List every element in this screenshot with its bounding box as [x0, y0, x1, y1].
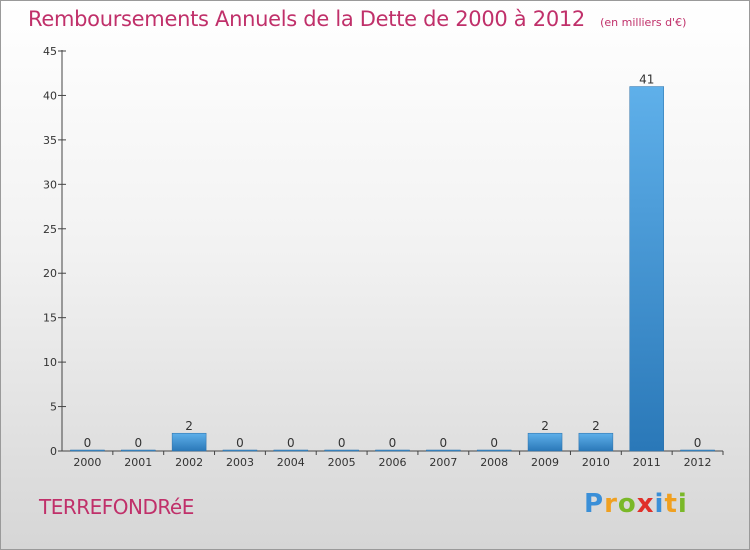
bar	[578, 432, 614, 452]
bar	[273, 449, 309, 452]
data-label: 0	[440, 436, 448, 450]
data-label: 2	[185, 419, 193, 433]
y-tick-label: 45	[43, 45, 57, 58]
x-tick-label: 2004	[277, 456, 305, 469]
logo-letter: i	[654, 489, 665, 519]
chart-title: Remboursements Annuels de la Dette de 20…	[28, 7, 585, 31]
data-label: 0	[287, 436, 295, 450]
x-tick-label: 2005	[328, 456, 356, 469]
bar	[375, 449, 410, 452]
proxiti-logo: Proxiti	[584, 489, 688, 519]
x-tick-label: 2002	[175, 456, 203, 469]
data-label: 0	[338, 436, 346, 450]
x-tick-label: 2000	[73, 456, 101, 469]
bar	[171, 432, 207, 452]
y-tick-label: 20	[43, 267, 57, 280]
data-label: 0	[389, 436, 397, 450]
x-tick-label: 2011	[633, 456, 661, 469]
logo-letter: r	[604, 489, 618, 519]
data-label: 0	[134, 436, 142, 450]
x-tick-label: 2003	[226, 456, 254, 469]
title-row: Remboursements Annuels de la Dette de 20…	[28, 7, 686, 31]
data-label: 2	[541, 419, 549, 433]
bar	[476, 449, 512, 452]
data-labels: 0 0 2 0 0 0 0 0 0 2 2 41 0	[84, 73, 702, 450]
chart-unit: (en milliers d'€)	[600, 16, 687, 29]
y-tick-label: 15	[43, 312, 57, 325]
x-tick-label: 2006	[379, 456, 407, 469]
data-label: 41	[639, 73, 654, 87]
logo-letter: x	[636, 489, 655, 519]
data-label: 0	[236, 436, 244, 450]
x-tick-label: 2001	[124, 456, 152, 469]
y-tick-label: 40	[43, 89, 57, 102]
y-tick-label: 25	[43, 223, 57, 236]
logo-letter: i	[677, 489, 688, 519]
bars	[70, 86, 715, 452]
logo-letter: o	[617, 489, 637, 519]
bar	[121, 449, 156, 452]
y-tick-label: 10	[43, 356, 57, 369]
x-tick-label: 2012	[684, 456, 712, 469]
bar	[527, 432, 563, 452]
data-label: 0	[490, 436, 498, 450]
x-tick-label: 2008	[480, 456, 508, 469]
bar	[324, 449, 359, 452]
y-tick-label: 0	[50, 445, 57, 458]
town-name: TERREFONDRéE	[39, 495, 194, 519]
bar	[426, 449, 461, 452]
data-label: 2	[592, 419, 600, 433]
y-tick-label: 30	[43, 178, 57, 191]
bar	[70, 449, 105, 452]
bar	[629, 86, 664, 452]
logo-letter: t	[664, 489, 678, 519]
data-label: 0	[84, 436, 92, 450]
bar	[680, 449, 715, 452]
bar	[222, 449, 258, 452]
x-tick-label: 2009	[531, 456, 559, 469]
x-tick-label: 2007	[429, 456, 457, 469]
x-tick-label: 2010	[582, 456, 610, 469]
y-tick-label: 5	[50, 401, 57, 414]
logo-letter: P	[584, 489, 605, 519]
data-label: 0	[694, 436, 702, 450]
y-tick-label: 35	[43, 134, 57, 147]
